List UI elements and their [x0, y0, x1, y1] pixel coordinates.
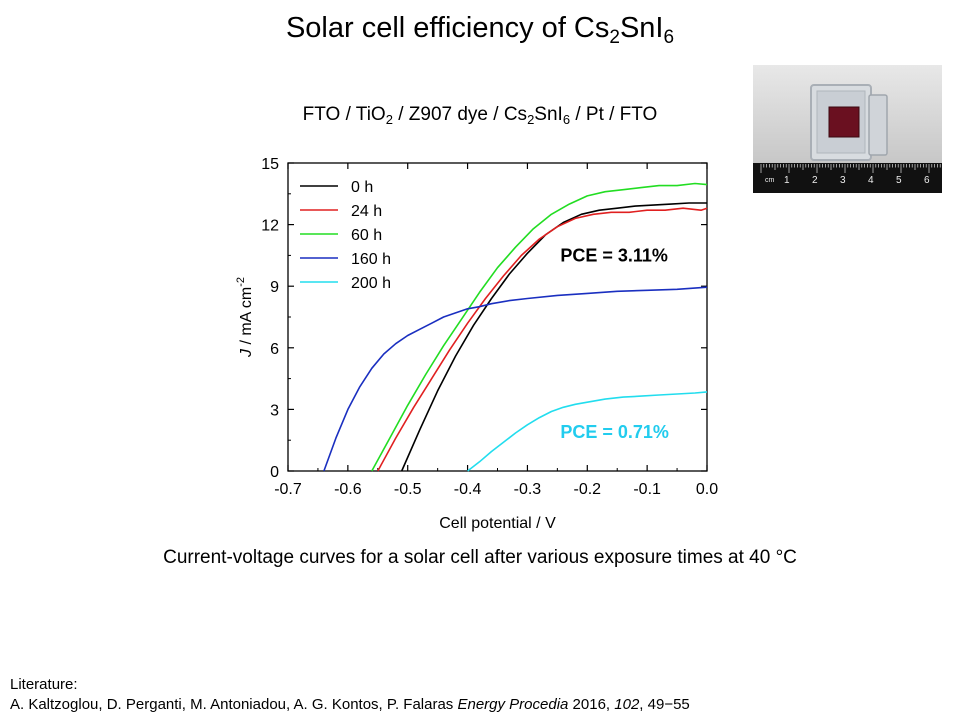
title-text-2: SnI — [619, 12, 664, 44]
ref-journal: Energy Procedia — [457, 696, 569, 713]
legend-label-0: 0 h — [351, 179, 373, 196]
series-line-24-h — [377, 207, 708, 472]
pce-annotation-0: PCE = 3.11% — [560, 246, 668, 266]
stack-part-4: / Pt / FTO — [570, 104, 658, 125]
x-tick-label-6: -0.1 — [633, 481, 661, 498]
title-subscript-2: 6 — [663, 27, 675, 48]
y-tick-label-0: 0 — [270, 464, 279, 481]
ref-authors: A. Kaltzoglou, D. Perganti, M. Antoniado… — [10, 696, 458, 713]
literature-reference: A. Kaltzoglou, D. Perganti, M. Antoniado… — [10, 696, 690, 713]
ref-pages: , 49−55 — [639, 696, 690, 713]
y-tick-label-3: 9 — [270, 279, 279, 296]
pce-annotation-1: PCE = 0.71% — [560, 422, 669, 442]
ruler-number-3: 3 — [840, 175, 846, 186]
y-tick-label-4: 12 — [261, 218, 279, 235]
slide-title: Solar cell efficiency of Cs2SnI6 — [0, 12, 960, 49]
legend-label-3: 160 h — [351, 251, 391, 268]
ruler-number-6: 6 — [924, 175, 930, 186]
title-text: Solar cell efficiency of Cs — [285, 12, 610, 44]
ruler-number-4: 4 — [868, 175, 874, 186]
ruler-number-1: 1 — [784, 175, 790, 186]
legend-label-1: 24 h — [351, 203, 382, 220]
y-tick-label-1: 3 — [270, 402, 279, 419]
ruler-number-2: 2 — [812, 175, 818, 186]
ruler-number-5: 5 — [896, 175, 902, 186]
series-line-160-h — [323, 286, 708, 472]
x-tick-label-4: -0.3 — [514, 481, 542, 498]
stack-sub-3: 6 — [562, 112, 571, 127]
y-tick-label-5: 15 — [261, 156, 279, 173]
ref-year: 2016, — [568, 696, 615, 713]
solar-cell-photo: cm 1 2 3 4 5 6 — [753, 65, 942, 193]
x-tick-label-2: -0.5 — [394, 481, 422, 498]
y-axis-label: J / mA cm-2 — [235, 277, 255, 358]
ruler-unit: cm — [765, 177, 775, 184]
x-tick-label-0: -0.7 — [274, 481, 302, 498]
legend-label-4: 200 h — [351, 275, 391, 292]
stack-sub-2: 2 — [527, 112, 535, 127]
title-subscript-1: 2 — [609, 27, 620, 48]
series-line-200-h — [467, 391, 708, 472]
legend-label-2: 60 h — [351, 227, 382, 244]
x-tick-label-5: -0.2 — [573, 481, 601, 498]
x-tick-label-7: 0.0 — [696, 481, 718, 498]
figure-caption: Current-voltage curves for a solar cell … — [163, 547, 797, 568]
y-tick-label-2: 6 — [270, 341, 279, 358]
literature-heading: Literature: — [10, 676, 78, 693]
stack-part-1: FTO / TiO — [302, 104, 386, 125]
series-line-60-h — [371, 182, 708, 472]
stack-part-2: / Z907 dye / Cs — [392, 104, 528, 125]
x-tick-label-1: -0.6 — [334, 481, 362, 498]
device-stack-label: FTO / TiO2 / Z907 dye / Cs2SnI6 / Pt / F… — [0, 104, 960, 127]
x-tick-label-3: -0.4 — [454, 481, 482, 498]
ref-volume: 102 — [614, 696, 640, 713]
stack-part-3: SnI — [534, 104, 563, 125]
stack-sub-1: 2 — [385, 112, 393, 127]
x-axis-label: Cell potential / V — [439, 515, 556, 532]
